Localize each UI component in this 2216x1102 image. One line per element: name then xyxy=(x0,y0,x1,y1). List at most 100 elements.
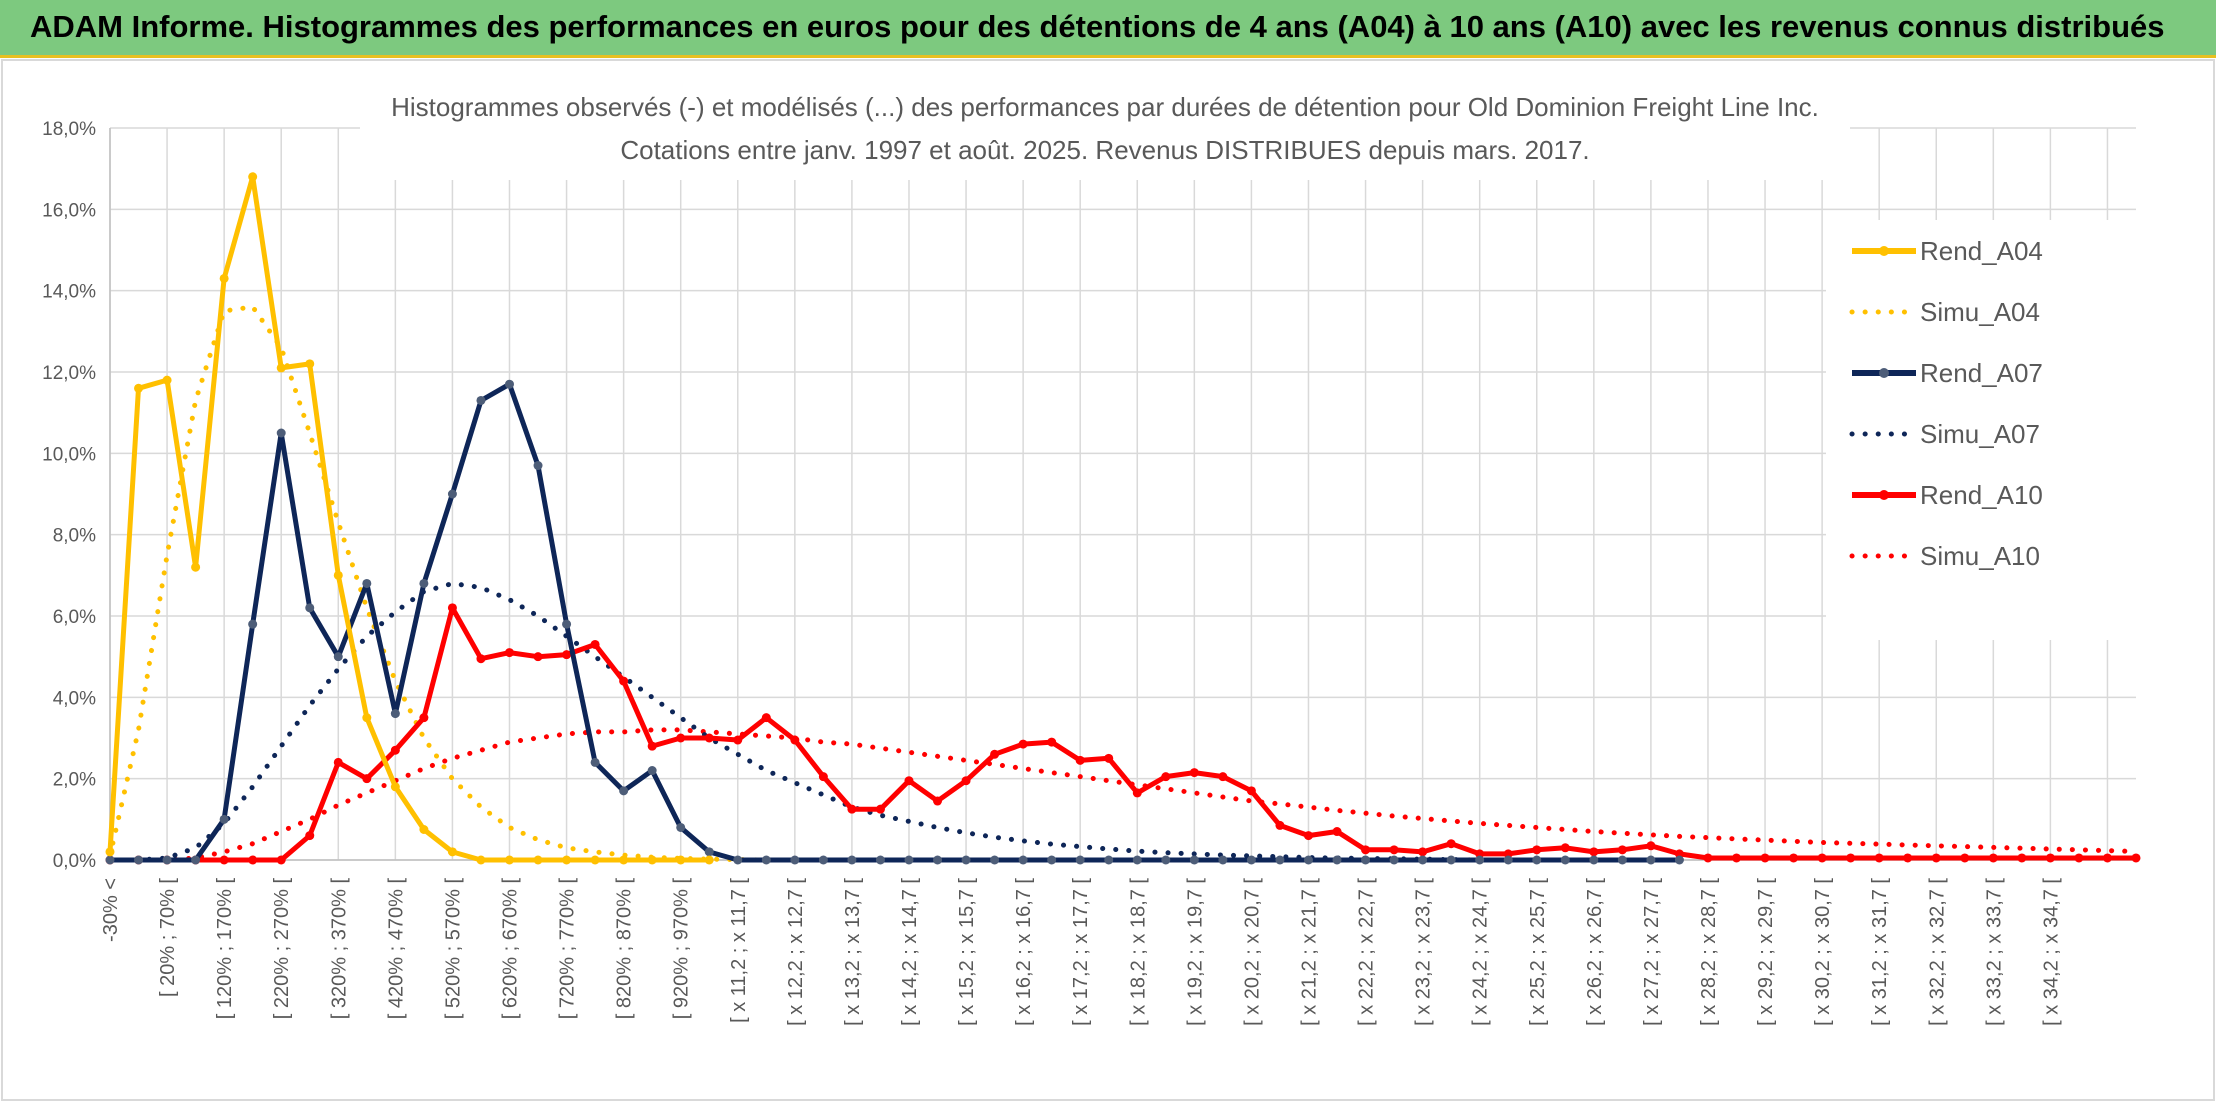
point-rend-a10 xyxy=(1931,853,1941,863)
legend-label-simu-a04: Simu_A04 xyxy=(1920,297,2040,327)
legend-label-simu-a07: Simu_A07 xyxy=(1920,419,2040,449)
point-rend-a04 xyxy=(590,855,600,865)
x-tick-label: [ x 13,2 ; x 13,7 [ xyxy=(842,878,864,1026)
legend-marker-rend-a04 xyxy=(1879,246,1889,256)
point-rend-a07 xyxy=(1303,855,1313,865)
line-rend-a04 xyxy=(107,174,710,863)
point-rend-a07 xyxy=(1617,855,1627,865)
x-tick-label: [ x 17,2 ; x 17,7 [ xyxy=(1070,878,1092,1026)
x-tick-label: [ x 19,2 ; x 19,7 [ xyxy=(1184,878,1206,1026)
x-tick-label: [ x 34,2 ; x 34,7 [ xyxy=(2040,878,2062,1026)
point-rend-a10 xyxy=(933,796,943,806)
point-rend-a10 xyxy=(533,652,543,662)
x-tick-label: [ x 14,2 ; x 14,7 [ xyxy=(899,878,921,1026)
point-rend-a07 xyxy=(1503,855,1513,865)
point-rend-a10 xyxy=(390,745,400,755)
point-rend-a07 xyxy=(790,855,800,865)
x-tick-label: [ 520% ; 570% [ xyxy=(442,878,464,1020)
point-rend-a04 xyxy=(248,172,258,182)
point-rend-a10 xyxy=(1132,788,1142,798)
point-rend-a10 xyxy=(2131,853,2141,863)
point-rend-a07 xyxy=(1189,855,1199,865)
x-tick-label: [ 820% ; 870% [ xyxy=(614,878,636,1020)
point-rend-a10 xyxy=(1075,755,1085,765)
x-tick-label: [ x 16,2 ; x 16,7 [ xyxy=(1013,878,1035,1026)
point-rend-a07 xyxy=(305,603,315,613)
y-tick-label: 14,0% xyxy=(42,282,96,303)
point-rend-a04 xyxy=(105,847,115,857)
point-rend-a07 xyxy=(191,855,201,865)
point-rend-a10 xyxy=(904,776,914,786)
point-rend-a04 xyxy=(362,713,372,723)
point-rend-a07 xyxy=(276,428,286,438)
point-rend-a07 xyxy=(904,855,914,865)
legend-background xyxy=(1826,220,2142,640)
point-rend-a07 xyxy=(162,855,172,865)
x-tick-label: [ x 32,2 ; x 32,7 [ xyxy=(1926,878,1948,1026)
report-title: ADAM Informe. Histogrammes des performan… xyxy=(30,9,2165,44)
x-tick-label: [ x 30,2 ; x 30,7 [ xyxy=(1812,878,1834,1026)
point-rend-a07 xyxy=(676,822,686,832)
point-rend-a10 xyxy=(1161,772,1171,782)
y-tick-label: 4,0% xyxy=(53,688,96,709)
x-tick-label: [ x 12,2 ; x 12,7 [ xyxy=(785,878,807,1026)
point-rend-a10 xyxy=(1988,853,1998,863)
point-rend-a10 xyxy=(1389,845,1399,855)
point-rend-a10 xyxy=(1218,772,1228,782)
point-rend-a07 xyxy=(1532,855,1542,865)
point-rend-a10 xyxy=(362,774,372,784)
point-rend-a04 xyxy=(390,782,400,792)
x-tick-label: [ 20% ; 70% [ xyxy=(157,878,179,997)
point-rend-a07 xyxy=(219,814,229,824)
point-rend-a07 xyxy=(818,855,828,865)
point-rend-a07 xyxy=(733,855,743,865)
series-rend-a07 xyxy=(105,379,1684,865)
y-tick-label: 18,0% xyxy=(42,119,96,140)
point-rend-a10 xyxy=(733,735,743,745)
point-rend-a10 xyxy=(2102,853,2112,863)
series-layer xyxy=(105,172,2141,865)
point-rend-a07 xyxy=(504,379,514,389)
point-rend-a04 xyxy=(419,825,429,834)
x-tick-label: [ 620% ; 670% [ xyxy=(499,878,521,1020)
point-rend-a07 xyxy=(1218,855,1228,865)
point-rend-a10 xyxy=(447,603,457,613)
point-rend-a10 xyxy=(1732,853,1742,863)
point-rend-a07 xyxy=(590,757,600,767)
y-axis: 0,0% 2,0% 4,0% 6,0% 8,0% 10,0% 12,0% 14,0% 16,0%… xyxy=(42,119,96,872)
point-rend-a10 xyxy=(704,733,714,743)
x-tick-label: [ 320% ; 370% [ xyxy=(328,878,350,1020)
point-rend-a07 xyxy=(248,619,258,629)
point-rend-a10 xyxy=(1789,853,1799,863)
x-tick-label: [ 720% ; 770% [ xyxy=(557,878,579,1020)
point-rend-a07 xyxy=(933,855,943,865)
x-tick-label: [ 420% ; 470% [ xyxy=(385,878,407,1020)
point-rend-a04 xyxy=(704,855,714,865)
y-tick-label: 2,0% xyxy=(53,770,96,791)
title-background xyxy=(360,80,1850,180)
chart-subtitle: Cotations entre janv. 1997 et août. 2025… xyxy=(620,135,1589,165)
point-rend-a07 xyxy=(1275,855,1285,865)
point-rend-a07 xyxy=(647,766,657,776)
point-rend-a07 xyxy=(419,578,429,588)
series-rend-a10 xyxy=(105,603,2141,865)
point-rend-a10 xyxy=(333,757,343,767)
y-tick-label: 8,0% xyxy=(53,526,96,547)
y-tick-label: 0,0% xyxy=(53,851,96,872)
x-axis: -30% < [ 20% ; 70% [[ 120% ; 170% [[ 220%… xyxy=(100,878,2062,1026)
x-tick-label: [ x 22,2 ; x 22,7 [ xyxy=(1356,878,1378,1026)
x-tick-label: [ x 27,2 ; x 27,7 [ xyxy=(1641,878,1663,1026)
point-rend-a07 xyxy=(476,395,486,405)
line-rend-a07 xyxy=(110,381,1680,863)
point-rend-a07 xyxy=(1446,855,1456,865)
point-rend-a10 xyxy=(504,648,514,658)
point-rend-a10 xyxy=(1874,853,1884,863)
point-rend-a07 xyxy=(1389,855,1399,865)
point-rend-a04 xyxy=(504,855,514,865)
point-rend-a04 xyxy=(276,363,286,373)
point-rend-a07 xyxy=(1246,855,1256,865)
point-rend-a04 xyxy=(647,855,657,865)
point-rend-a07 xyxy=(390,709,400,719)
point-rend-a10 xyxy=(562,650,572,660)
line-simu-a10 xyxy=(107,727,2139,863)
